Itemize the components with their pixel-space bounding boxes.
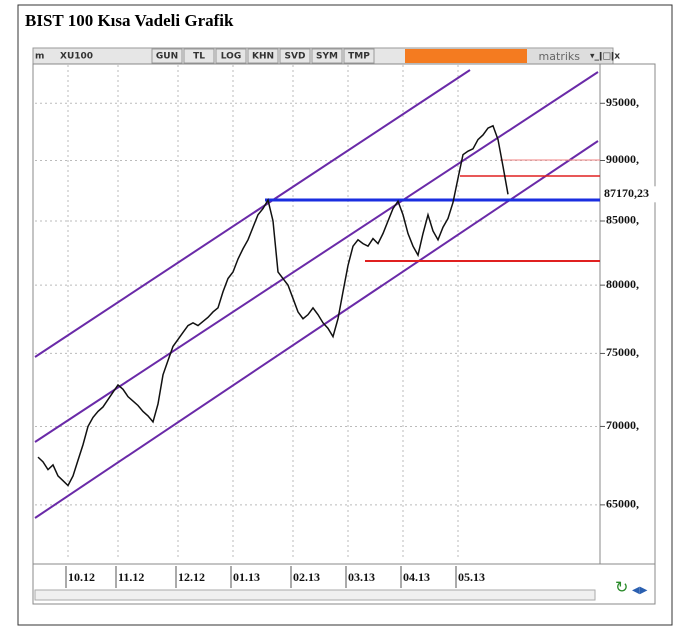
chart-area bbox=[32, 63, 656, 565]
x-tick-label: 11.12 bbox=[118, 570, 144, 584]
toolbar-button[interactable] bbox=[247, 48, 279, 64]
y-tick-label: 85000, bbox=[606, 213, 639, 227]
y-tick-label: 70000, bbox=[606, 418, 639, 432]
refresh-icon[interactable]: ↻ bbox=[615, 578, 628, 597]
channel-line bbox=[34, 69, 471, 358]
y-tick-label: 95000, bbox=[606, 95, 639, 109]
toolbar-button-label[interactable]: SVD bbox=[285, 52, 306, 62]
x-tick-label: 04.13 bbox=[403, 570, 430, 584]
y-tick-label: 65000, bbox=[606, 497, 639, 511]
toolbar-button-label[interactable]: TL bbox=[193, 52, 205, 62]
y-tick-label: 90000, bbox=[606, 152, 639, 166]
channels bbox=[34, 69, 599, 519]
nav-arrows[interactable]: ◀▶ bbox=[632, 585, 648, 596]
x-tick-label: 10.12 bbox=[68, 570, 95, 584]
scrollbar[interactable] bbox=[34, 589, 596, 601]
toolbar-button-label[interactable]: GUN bbox=[156, 52, 178, 62]
toolbar-button-label[interactable]: TMP bbox=[348, 52, 370, 62]
toolbar-button[interactable] bbox=[215, 48, 247, 64]
x-tick-label: 01.13 bbox=[233, 570, 260, 584]
toolbar-button[interactable] bbox=[151, 48, 183, 64]
price-tag bbox=[602, 186, 656, 203]
toolbar-fill bbox=[405, 49, 527, 63]
logo: m bbox=[35, 52, 44, 62]
toolbar-button[interactable] bbox=[343, 48, 375, 64]
x-tick-label: 05.13 bbox=[458, 570, 485, 584]
toolbar-button-label[interactable]: LOG bbox=[221, 52, 241, 62]
y-tick-label: 80000, bbox=[606, 277, 639, 291]
symbol[interactable]: XU100 bbox=[60, 52, 93, 62]
toolbar-button-label[interactable]: SYM bbox=[316, 52, 338, 62]
brand-bar bbox=[527, 49, 611, 63]
x-tick-label: 12.12 bbox=[178, 570, 205, 584]
toolbar-button-label[interactable]: KHN bbox=[252, 52, 274, 62]
price-line bbox=[37, 124, 509, 487]
y-tick-label: 75000, bbox=[606, 345, 639, 359]
channel-line bbox=[34, 140, 599, 519]
window-controls[interactable]: ▾_ǀ□ǀx bbox=[590, 52, 620, 62]
channel-line bbox=[34, 71, 599, 443]
toolbar-button[interactable] bbox=[279, 48, 311, 64]
toolbar-button[interactable] bbox=[183, 48, 215, 64]
brand: matriks bbox=[539, 50, 581, 63]
x-tick-label: 03.13 bbox=[348, 570, 375, 584]
toolbar-button[interactable] bbox=[311, 48, 343, 64]
title: BIST 100 Kısa Vadeli Grafik bbox=[25, 11, 234, 30]
x-tick-label: 02.13 bbox=[293, 570, 320, 584]
price-tag-label: 87170,23 bbox=[604, 186, 649, 200]
